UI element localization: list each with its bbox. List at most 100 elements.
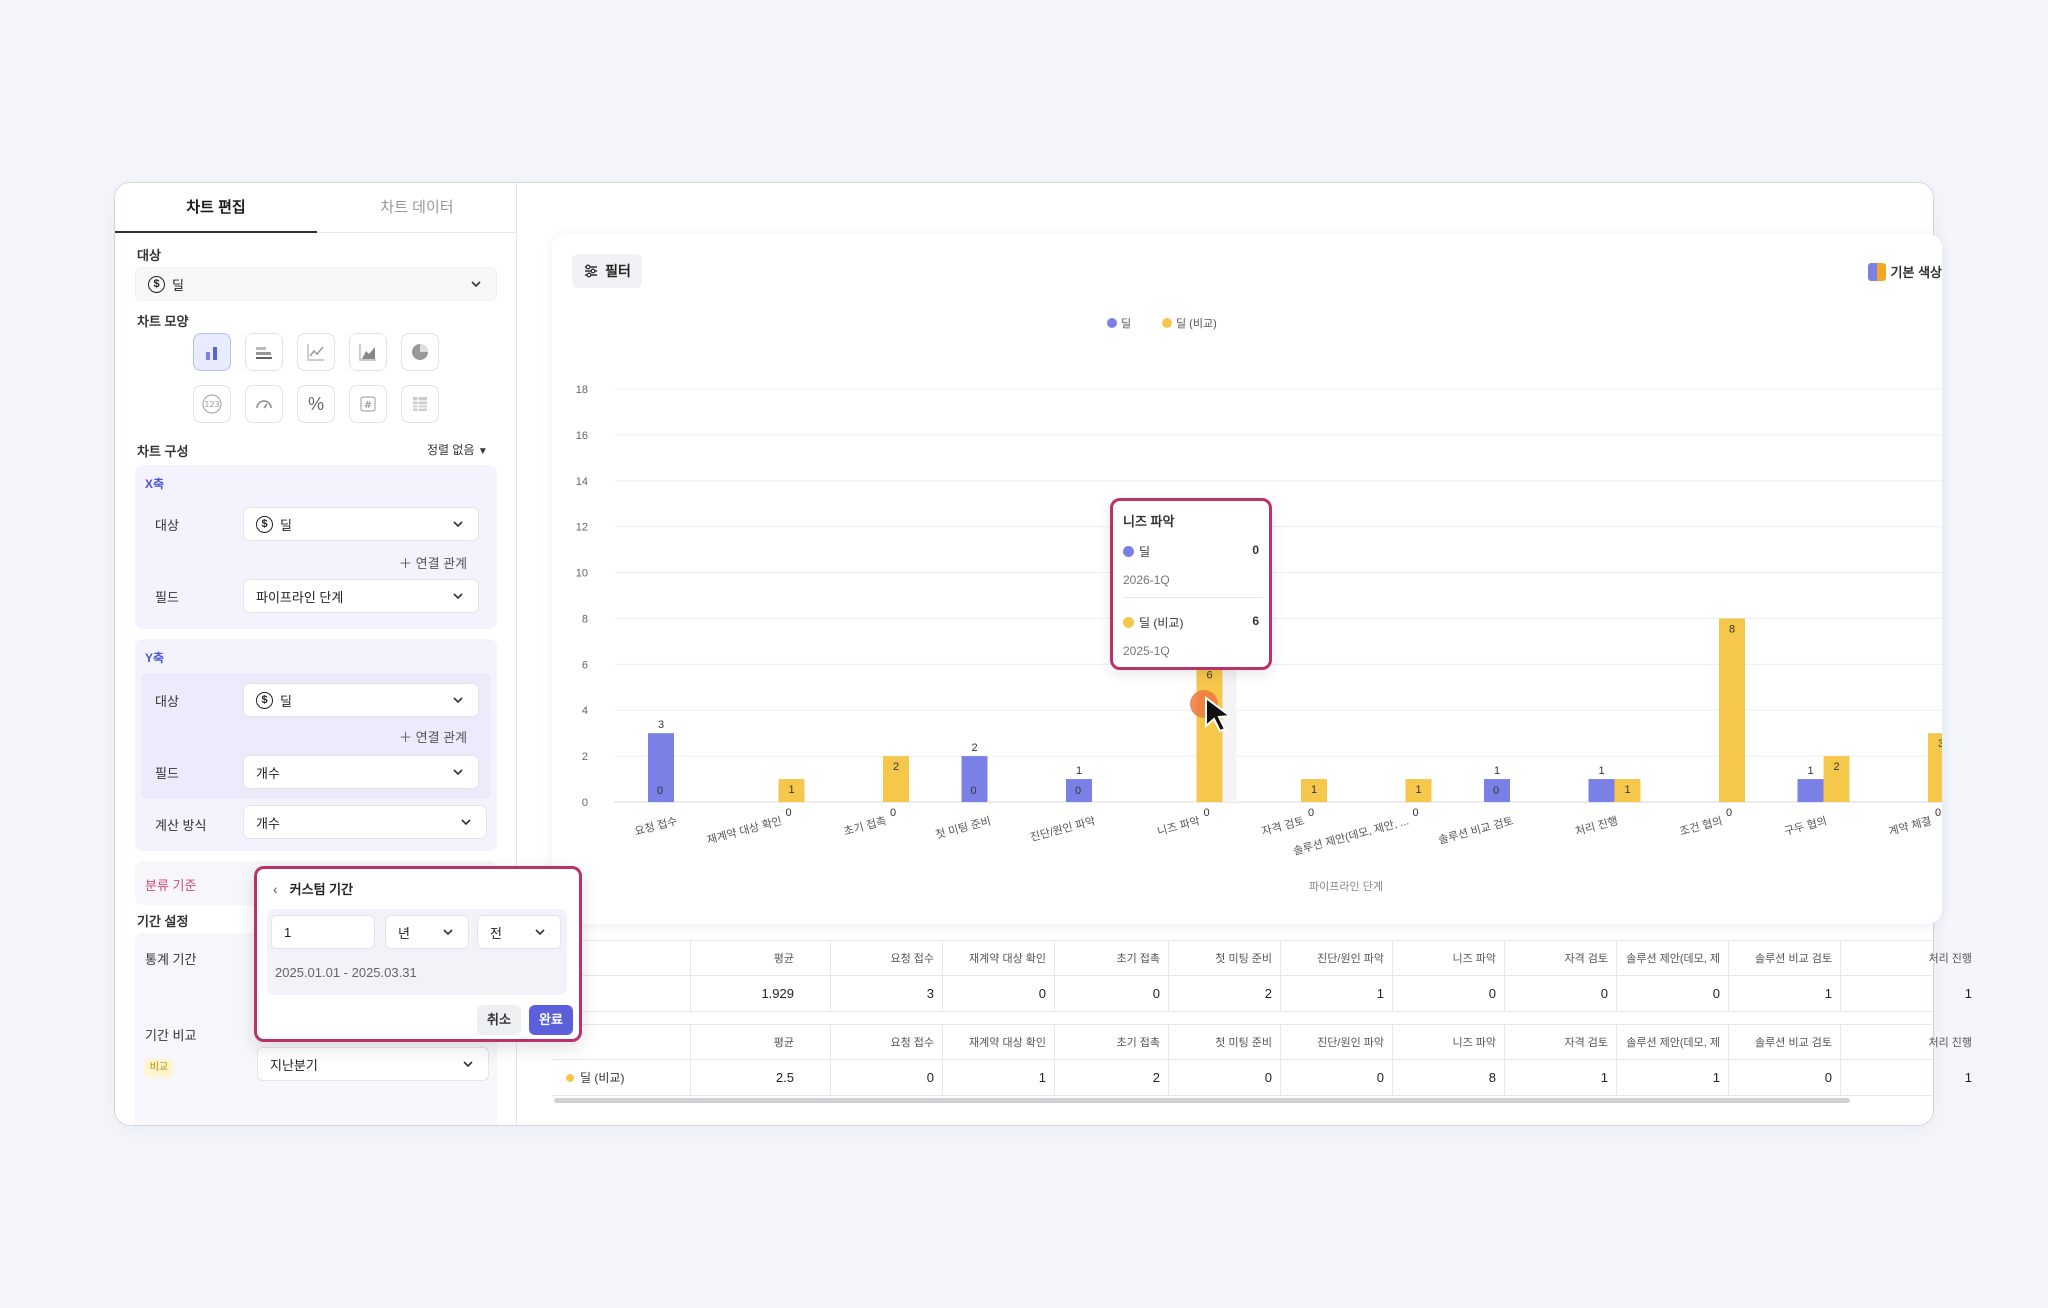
tab-chart-data[interactable]: 차트 데이터 bbox=[380, 199, 454, 216]
sort-dropdown[interactable]: 정렬 없음 ▼ bbox=[427, 441, 488, 458]
tooltip-title: 니즈 파악 bbox=[1123, 514, 1175, 529]
area-chart-icon[interactable] bbox=[349, 333, 387, 371]
y-calc-value: 개수 bbox=[256, 815, 280, 831]
data-label: 1 bbox=[788, 784, 794, 796]
data-label: 0 bbox=[1493, 785, 1499, 797]
y-calc-select[interactable]: 개수 bbox=[243, 805, 487, 839]
x-target-select[interactable]: $ 딜 bbox=[243, 507, 479, 541]
table-cell: 0 bbox=[1392, 976, 1504, 1012]
table-header-cell: 솔루션 제안(데모, 제 bbox=[1616, 1025, 1728, 1061]
tooltip-s2-name: 딜 (비교) bbox=[1139, 616, 1184, 630]
table-cell: 1.929 bbox=[690, 976, 802, 1012]
default-color-label: 기본 색상 bbox=[1890, 265, 1942, 280]
bar-deal-compare bbox=[883, 756, 909, 802]
chevron-down-icon bbox=[453, 769, 463, 776]
y-field-select[interactable]: 개수 bbox=[243, 755, 479, 789]
caret-down-icon: ▼ bbox=[477, 446, 488, 457]
x-target-value: 딜 bbox=[280, 517, 292, 533]
data-label: 6 bbox=[1206, 669, 1212, 681]
period-unit-value: 년 bbox=[398, 925, 410, 941]
hash-icon[interactable]: # bbox=[349, 385, 387, 423]
done-button[interactable]: 완료 bbox=[529, 1005, 573, 1035]
x-tick-label: 조건 협의 bbox=[1678, 814, 1723, 838]
chevron-down-icon bbox=[453, 521, 463, 528]
table-cell: 0 bbox=[1616, 976, 1728, 1012]
table-icon[interactable] bbox=[401, 385, 439, 423]
filter-button[interactable]: 필터 bbox=[572, 254, 642, 288]
x-tick-label: 구두 협의 bbox=[1783, 814, 1828, 838]
period-direction-value: 전 bbox=[490, 925, 502, 941]
back-chevron-icon[interactable]: ‹ bbox=[273, 880, 278, 897]
table-cell: 1 bbox=[1728, 976, 1840, 1012]
compare-badge: 비교 bbox=[145, 1059, 173, 1077]
cancel-button[interactable]: 취소 bbox=[477, 1005, 521, 1035]
period-direction-select[interactable]: 전 bbox=[477, 915, 561, 949]
x-field-label: 필드 bbox=[155, 590, 179, 605]
legend-label-0: 딜 bbox=[1121, 317, 1131, 330]
tab-chart-edit[interactable]: 차트 편집 bbox=[115, 183, 317, 233]
number-icon[interactable]: 123 bbox=[193, 385, 231, 423]
bar-chart-icon[interactable] bbox=[193, 333, 231, 371]
y-add-relation-link[interactable]: ＋ 연결 관계 bbox=[399, 730, 468, 745]
mouse-pointer-icon bbox=[1205, 696, 1233, 733]
bar-deal bbox=[1797, 779, 1824, 802]
data-label: 1 bbox=[1598, 765, 1604, 777]
x-tick-label: 진단/원인 파악 bbox=[1029, 814, 1097, 844]
tooltip-s2-period: 2025-1Q bbox=[1123, 644, 1170, 658]
data-label: 0 bbox=[657, 785, 663, 797]
table-header-cell: 첫 미팅 준비 bbox=[1168, 1025, 1280, 1061]
x-tick-label: 요청 접수 bbox=[633, 814, 678, 838]
pie-chart-icon[interactable] bbox=[401, 333, 439, 371]
data-label: 2 bbox=[971, 742, 977, 754]
period-label: 기간 설정 bbox=[137, 914, 189, 929]
y-field-label: 필드 bbox=[155, 766, 179, 781]
popup-header: ‹ 커스텀 기간 bbox=[273, 879, 353, 898]
y-tick-label: 18 bbox=[576, 384, 588, 396]
y-target-select[interactable]: $ 딜 bbox=[243, 683, 479, 717]
horizontal-scrollbar[interactable] bbox=[554, 1098, 1850, 1103]
x-tick-label: 처리 진행 bbox=[1574, 814, 1619, 838]
target-select[interactable]: $ 딜 bbox=[135, 267, 497, 301]
filter-label: 필터 bbox=[605, 263, 631, 279]
color-swatch-icon bbox=[1867, 262, 1877, 281]
table-cell: 1 bbox=[1616, 1060, 1728, 1096]
data-label: 0 bbox=[1075, 785, 1081, 797]
y-tick-label: 4 bbox=[582, 705, 588, 717]
horizontal-bar-icon[interactable] bbox=[245, 333, 283, 371]
table-cell: 1 bbox=[1504, 1060, 1616, 1096]
x-add-relation-label: 연결 관계 bbox=[415, 556, 468, 571]
table-cell: 0 bbox=[830, 1060, 942, 1096]
table-header-cell: 니즈 파악 bbox=[1392, 1025, 1504, 1061]
data-label: 0 bbox=[1935, 807, 1941, 819]
bar-deal-compare bbox=[1614, 779, 1641, 802]
period-range-text: 2025.01.01 - 2025.03.31 bbox=[275, 965, 417, 980]
line-chart-icon[interactable] bbox=[297, 333, 335, 371]
y-calc-label: 계산 방식 bbox=[155, 818, 207, 833]
table-header-cell: 초기 접촉 bbox=[1054, 941, 1168, 977]
x-field-select[interactable]: 파이프라인 단계 bbox=[243, 579, 479, 613]
x-tick-label: 자격 검토 bbox=[1260, 814, 1305, 838]
period-number-input[interactable]: 1 bbox=[271, 915, 375, 949]
period-unit-select[interactable]: 년 bbox=[385, 915, 469, 949]
x-field-value: 파이프라인 단계 bbox=[256, 589, 344, 605]
data-label: 0 bbox=[1308, 807, 1314, 819]
popup-title: 커스텀 기간 bbox=[289, 882, 354, 897]
data-label: 0 bbox=[1203, 807, 1209, 819]
target-label: 대상 bbox=[137, 248, 161, 263]
table-header-cell: 평균 bbox=[690, 1025, 802, 1061]
svg-text:#: # bbox=[364, 400, 372, 411]
percent-icon[interactable]: % bbox=[297, 385, 335, 423]
y-axis-section: Y축 대상 $ 딜 ＋ 연결 관계 필드 개수 계산 방식 개수 bbox=[135, 639, 497, 851]
table-header-cell: 처리 진행 bbox=[1840, 941, 1980, 977]
table-cell: 1 bbox=[1840, 976, 1980, 1012]
table-cell: 0 bbox=[1054, 976, 1168, 1012]
default-color-button[interactable]: 기본 색상 bbox=[1867, 262, 1942, 281]
x-add-relation-link[interactable]: ＋ 연결 관계 bbox=[399, 556, 468, 571]
compare-select[interactable]: 지난분기 bbox=[257, 1047, 489, 1081]
bar-deal-compare bbox=[1301, 779, 1327, 802]
gauge-icon[interactable] bbox=[245, 385, 283, 423]
table-cell: 0 bbox=[1728, 1060, 1840, 1096]
y-tick-label: 14 bbox=[576, 476, 588, 488]
